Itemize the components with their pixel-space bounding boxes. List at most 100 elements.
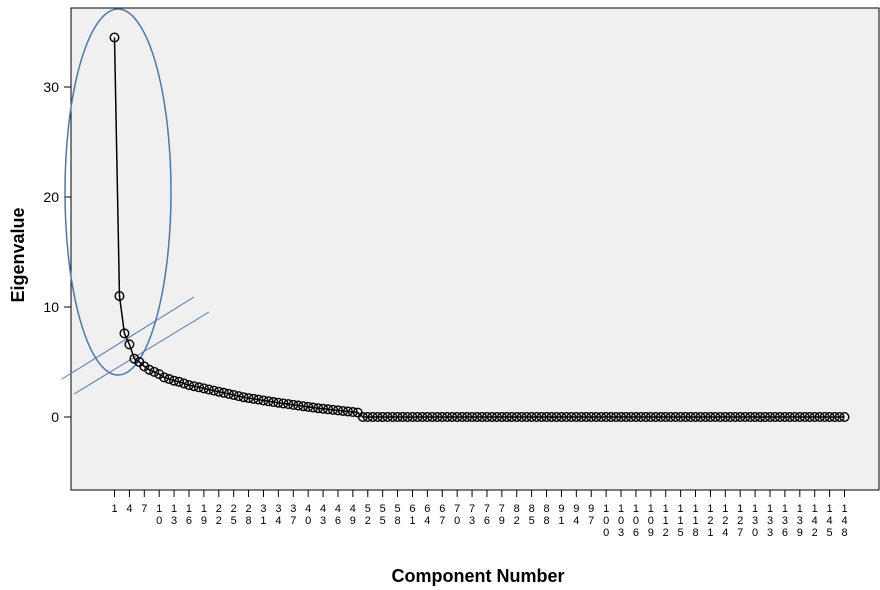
data-point	[794, 412, 805, 423]
data-point	[606, 412, 617, 423]
data-point	[685, 412, 696, 423]
data-point	[303, 401, 314, 412]
x-axis: 1 4 7 1 0 1 3 1 6 1 9 2 2 2 5 2 8 3 1 3 4 3 7 4 0 4 3 4 6 4 9 5 2 5 5 5 8 6 1 6…	[111, 490, 848, 539]
data-point	[576, 412, 587, 423]
data-point	[506, 412, 517, 423]
data-point	[635, 412, 646, 423]
data-point	[690, 412, 701, 423]
data-point	[804, 412, 815, 423]
data-point	[139, 361, 150, 372]
data-point	[362, 412, 373, 423]
data-point	[829, 412, 840, 423]
data-point	[323, 404, 334, 415]
data-point	[760, 412, 771, 423]
data-point	[650, 412, 661, 423]
data-point	[318, 403, 329, 414]
data-point	[516, 412, 527, 423]
data-point	[169, 375, 180, 386]
data-point	[437, 412, 448, 423]
data-point	[616, 412, 627, 423]
annotation-ellipse	[64, 8, 172, 376]
data-point	[496, 412, 507, 423]
data-point	[174, 376, 185, 387]
series-eigenvalues	[109, 32, 850, 423]
data-point	[809, 412, 820, 423]
y-axis-title: Eigenvalue	[8, 207, 28, 302]
data-point	[467, 412, 478, 423]
data-point	[298, 401, 309, 412]
data-point	[670, 412, 681, 423]
data-point	[571, 412, 582, 423]
data-point	[109, 32, 120, 43]
y-tick-label: 20	[43, 189, 59, 205]
data-point	[774, 412, 785, 423]
data-point	[660, 412, 671, 423]
data-point	[432, 412, 443, 423]
plot-area	[70, 7, 880, 491]
data-point	[561, 412, 572, 423]
data-point	[213, 386, 224, 397]
series-line	[113, 37, 845, 418]
data-point	[337, 405, 348, 416]
data-point	[620, 412, 631, 423]
data-point	[481, 412, 492, 423]
data-point	[228, 390, 239, 401]
data-point	[769, 412, 780, 423]
data-point	[258, 395, 269, 406]
data-point	[328, 404, 339, 415]
data-point	[159, 372, 170, 383]
data-point	[655, 412, 666, 423]
data-point	[814, 412, 825, 423]
data-point	[765, 412, 776, 423]
data-point	[680, 412, 691, 423]
data-point	[367, 412, 378, 423]
data-point	[745, 412, 756, 423]
data-point	[357, 412, 368, 423]
x-tick-label: 4	[126, 503, 132, 515]
data-point	[417, 412, 428, 423]
data-point	[779, 412, 790, 423]
data-point	[412, 412, 423, 423]
data-point	[789, 412, 800, 423]
data-point	[730, 412, 741, 423]
data-point	[342, 406, 353, 417]
data-point	[824, 412, 835, 423]
data-point	[511, 412, 522, 423]
data-point	[839, 412, 850, 423]
y-tick-label: 30	[43, 79, 59, 95]
data-point	[750, 412, 761, 423]
data-point	[784, 412, 795, 423]
data-point	[382, 412, 393, 423]
data-point	[377, 412, 388, 423]
data-point	[278, 398, 289, 409]
data-point	[630, 412, 641, 423]
data-point	[149, 366, 160, 377]
data-point	[596, 412, 607, 423]
data-point	[491, 412, 502, 423]
data-point	[640, 412, 651, 423]
data-point	[566, 412, 577, 423]
